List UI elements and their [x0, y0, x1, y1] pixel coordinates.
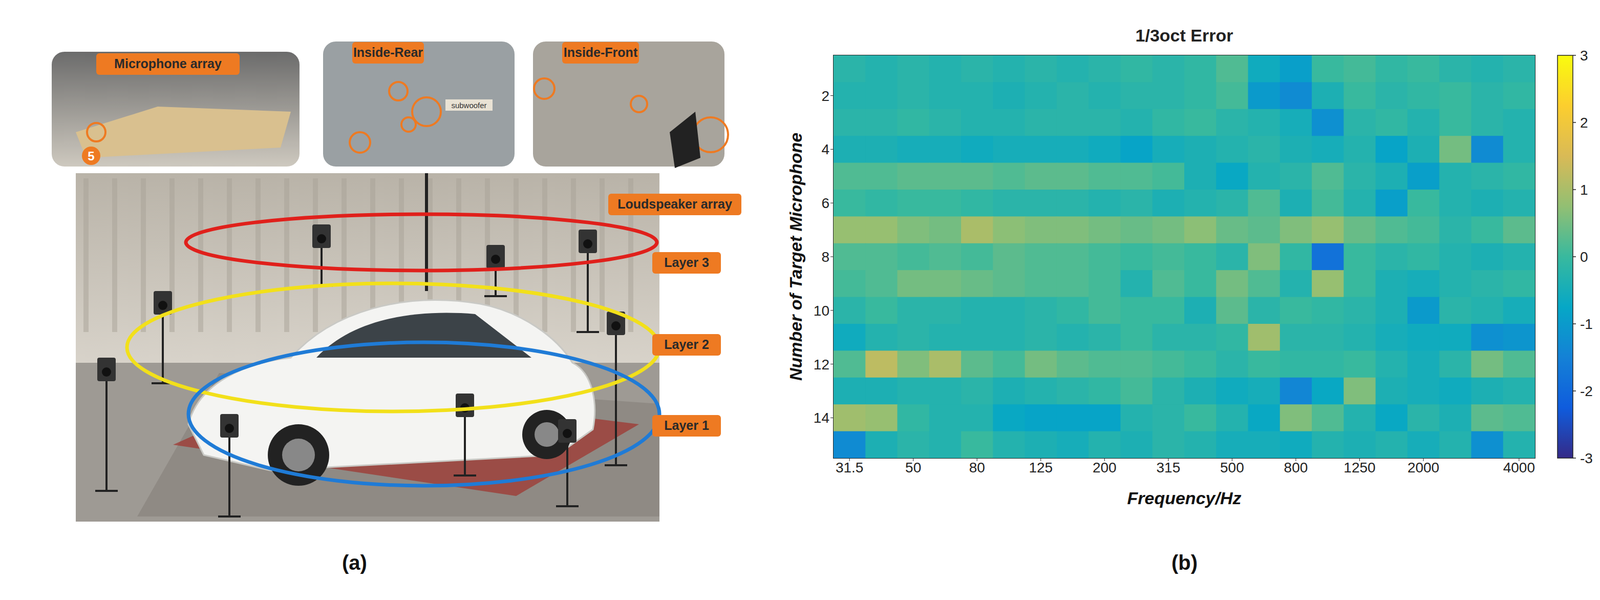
svg-text:-3: -3 — [1580, 450, 1593, 466]
svg-text:Microphone array: Microphone array — [114, 56, 222, 71]
svg-text:1: 1 — [1580, 181, 1589, 198]
svg-text:2: 2 — [1580, 114, 1589, 131]
svg-text:0: 0 — [1580, 248, 1589, 265]
svg-text:14: 14 — [813, 409, 830, 426]
svg-text:Inside-Front: Inside-Front — [563, 45, 638, 60]
svg-text:800: 800 — [1284, 459, 1309, 476]
svg-text:500: 500 — [1220, 459, 1245, 476]
svg-text:-2: -2 — [1580, 382, 1593, 399]
svg-text:125: 125 — [1028, 459, 1053, 476]
svg-text:subwoofer: subwoofer — [451, 100, 487, 110]
html-text:(a): (a) — [342, 550, 368, 574]
svg-text:31.5: 31.5 — [835, 459, 864, 476]
html-text:(b): (b) — [1171, 550, 1198, 574]
svg-text:Layer 1: Layer 1 — [664, 417, 710, 433]
svg-text:6: 6 — [821, 195, 830, 211]
svg-text:3: 3 — [1580, 47, 1589, 64]
svg-text:2: 2 — [821, 88, 830, 104]
html-text:1/3oct Error: 1/3oct Error — [1135, 25, 1234, 46]
svg-text:80: 80 — [969, 459, 986, 476]
svg-text:315: 315 — [1156, 459, 1181, 476]
svg-text:2000: 2000 — [1407, 459, 1440, 476]
svg-text:5: 5 — [87, 148, 95, 163]
svg-text:10: 10 — [813, 302, 830, 319]
svg-text:Layer 3: Layer 3 — [664, 254, 710, 270]
svg-text:Frequency/Hz: Frequency/Hz — [1127, 487, 1242, 508]
svg-text:-1: -1 — [1580, 315, 1593, 332]
svg-text:Number of Target Microphone: Number of Target Microphone — [785, 132, 806, 381]
svg-text:4000: 4000 — [1503, 459, 1535, 476]
svg-text:50: 50 — [905, 459, 922, 476]
svg-text:Layer 2: Layer 2 — [664, 336, 710, 352]
svg-text:8: 8 — [821, 248, 830, 265]
svg-text:Inside-Rear: Inside-Rear — [353, 45, 423, 60]
svg-text:1250: 1250 — [1343, 459, 1376, 476]
svg-text:Loudspeaker array: Loudspeaker array — [617, 196, 733, 211]
svg-text:200: 200 — [1092, 459, 1117, 476]
svg-text:4: 4 — [821, 141, 830, 158]
svg-text:12: 12 — [813, 356, 830, 373]
